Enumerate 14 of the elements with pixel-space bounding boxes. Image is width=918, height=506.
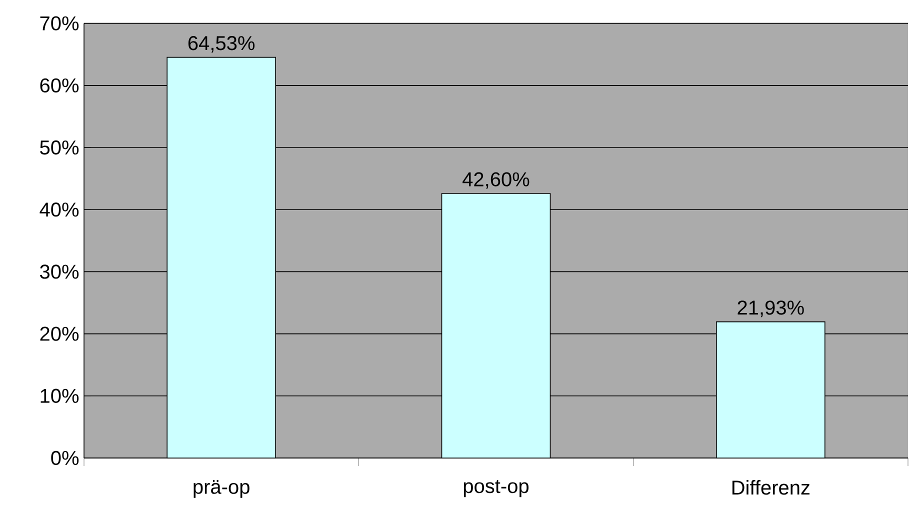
data-label: 21,93% [738,300,804,318]
y-tick-label: 20% [40,326,79,341]
x-tick-label: Differenz [732,480,810,495]
y-tick-label: 10% [40,388,79,403]
x-tick-label: prä-op [194,480,250,498]
x-tick-label: post-op [464,480,529,498]
y-tick-label: 40% [40,202,79,217]
y-tick-label: 60% [40,78,79,92]
y-tick-label: 0% [51,450,79,466]
y-tick-label: 30% [40,264,79,279]
data-label: 42,60% [462,172,530,189]
y-tick-label: 70% [40,16,79,30]
data-label: 64,53% [188,36,255,53]
y-tick-label: 50% [40,140,79,155]
